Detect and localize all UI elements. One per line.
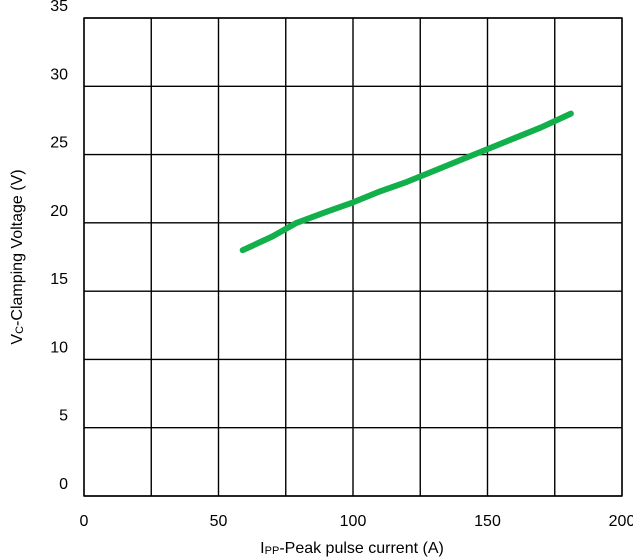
x-axis-title-subscript: PP bbox=[265, 545, 280, 557]
y-tick-label: 25 bbox=[50, 135, 68, 152]
x-tick-label: 100 bbox=[340, 513, 367, 530]
x-axis-title: IPP-Peak pulse current (A) bbox=[260, 540, 444, 557]
y-tick-label: 10 bbox=[50, 339, 68, 356]
y-axis-title-text: -Clamping Voltage (V) bbox=[9, 169, 26, 326]
tick-labels: 0 50 100 150 200 0 5 10 15 20 25 30 35 bbox=[50, 0, 633, 530]
x-axis-title-text: -Peak pulse current (A) bbox=[279, 540, 444, 557]
x-tick-label: 150 bbox=[474, 513, 501, 530]
y-axis-title-subscript: C bbox=[14, 326, 26, 334]
x-tick-label: 200 bbox=[609, 513, 633, 530]
x-tick-label: 50 bbox=[210, 513, 228, 530]
grid bbox=[84, 18, 622, 496]
y-axis-title-prefix: V bbox=[9, 334, 26, 345]
y-tick-label: 30 bbox=[50, 66, 68, 83]
y-tick-label: 15 bbox=[50, 271, 68, 288]
y-tick-label: 35 bbox=[50, 0, 68, 15]
y-tick-label: 20 bbox=[50, 203, 68, 220]
series-line bbox=[243, 114, 571, 251]
y-tick-label: 0 bbox=[59, 476, 68, 493]
y-axis-title: VC-Clamping Voltage (V) bbox=[9, 169, 26, 344]
y-tick-label: 5 bbox=[59, 408, 68, 425]
series-layer bbox=[243, 114, 571, 251]
x-tick-label: 0 bbox=[80, 513, 89, 530]
